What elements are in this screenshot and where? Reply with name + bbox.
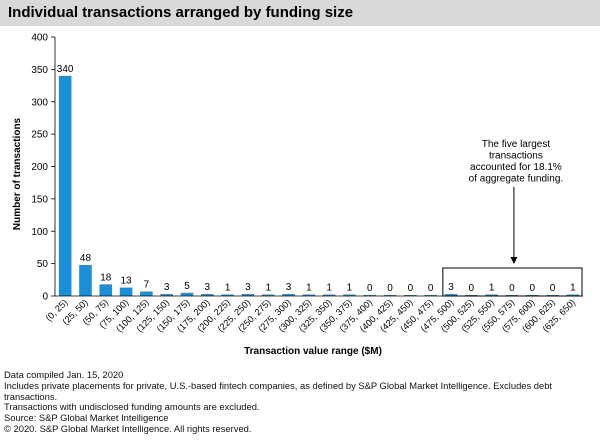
annotation-box bbox=[442, 267, 583, 297]
bar bbox=[566, 294, 580, 296]
y-tick-label: 100 bbox=[31, 227, 48, 238]
footer-source: Source: S&P Global Market Intelligence bbox=[4, 412, 169, 424]
x-axis: (0, 25)(25, 50)(50, 75)(75, 100)(100, 12… bbox=[44, 295, 583, 334]
data-label: 48 bbox=[80, 253, 92, 264]
bar bbox=[79, 264, 92, 296]
x-axis-label: Transaction value range ($M) bbox=[244, 346, 382, 357]
data-label: 7 bbox=[144, 279, 150, 290]
bar bbox=[99, 284, 113, 296]
footer-copyright: © 2020. S&P Global Market Intelligence. … bbox=[4, 422, 252, 434]
annotation-text: The five largest bbox=[482, 139, 551, 150]
y-tick-label: 150 bbox=[31, 194, 48, 205]
data-label: 3 bbox=[286, 282, 292, 293]
data-label: 3 bbox=[205, 282, 211, 293]
bar bbox=[261, 294, 275, 296]
data-label: 1 bbox=[225, 283, 231, 294]
footer-date: Data compiled Jan. 15, 2020 bbox=[4, 369, 124, 380]
data-label: 0 bbox=[387, 283, 393, 294]
data-label: 13 bbox=[121, 276, 133, 287]
data-label: 0 bbox=[408, 283, 414, 294]
bar bbox=[424, 295, 437, 296]
bar bbox=[58, 75, 72, 296]
data-label: 3 bbox=[164, 282, 170, 293]
bar bbox=[201, 294, 214, 296]
bar bbox=[444, 294, 458, 296]
y-tick-label: 350 bbox=[31, 65, 48, 76]
y-axis: 0 50 100 150 200 250 300 350 400 bbox=[31, 33, 56, 303]
data-label: 3 bbox=[448, 282, 454, 293]
annotation-text: of aggregate funding. bbox=[469, 174, 564, 185]
y-tick-label: 0 bbox=[42, 292, 48, 303]
data-label: 1 bbox=[326, 283, 332, 294]
footer-scope: Includes private placements for private,… bbox=[4, 379, 553, 402]
data-label: 5 bbox=[184, 281, 190, 292]
data-label: 0 bbox=[469, 283, 475, 294]
bar bbox=[140, 291, 153, 296]
data-label: 340 bbox=[57, 64, 74, 75]
data-label: 18 bbox=[100, 272, 112, 283]
data-label: 1 bbox=[306, 283, 312, 294]
data-label: 1 bbox=[265, 283, 271, 294]
annotation-text: accounted for 18.1% bbox=[470, 162, 562, 173]
y-tick-label: 50 bbox=[37, 259, 49, 270]
y-tick-label: 300 bbox=[31, 97, 48, 108]
data-label: 0 bbox=[428, 283, 434, 294]
bar bbox=[160, 294, 173, 296]
bar bbox=[363, 295, 377, 296]
data-label: 1 bbox=[489, 283, 495, 294]
footer-notes: Data compiled Jan. 15, 2020 Includes pri… bbox=[4, 369, 596, 435]
bar bbox=[404, 295, 417, 296]
data-label: 3 bbox=[245, 282, 251, 293]
y-tick-label: 400 bbox=[31, 33, 48, 44]
bar bbox=[485, 294, 498, 296]
bar bbox=[119, 287, 133, 296]
y-axis-label: Number of transactions bbox=[12, 117, 23, 230]
data-label: 0 bbox=[367, 283, 373, 294]
bars bbox=[58, 75, 580, 296]
title-bar: Individual transactions arranged by fund… bbox=[0, 0, 600, 26]
bar bbox=[383, 295, 397, 296]
bar bbox=[221, 294, 234, 296]
bar bbox=[282, 294, 295, 296]
chart-title: Individual transactions arranged by fund… bbox=[8, 4, 354, 21]
bar bbox=[180, 292, 194, 296]
data-label: 0 bbox=[550, 283, 556, 294]
data-label: 0 bbox=[509, 283, 515, 294]
data-label: 0 bbox=[529, 283, 535, 294]
data-label: 1 bbox=[347, 283, 353, 294]
annotation-arrow-head bbox=[510, 257, 518, 264]
y-tick-label: 200 bbox=[31, 162, 48, 173]
data-label: 1 bbox=[570, 283, 576, 294]
footer-exclusion: Transactions with undisclosed funding am… bbox=[4, 401, 260, 413]
bar bbox=[343, 294, 356, 296]
y-tick-label: 250 bbox=[31, 130, 48, 141]
bar bbox=[322, 294, 336, 296]
annotation-text: transactions bbox=[489, 151, 543, 162]
bar bbox=[302, 294, 316, 296]
bar bbox=[241, 294, 255, 296]
